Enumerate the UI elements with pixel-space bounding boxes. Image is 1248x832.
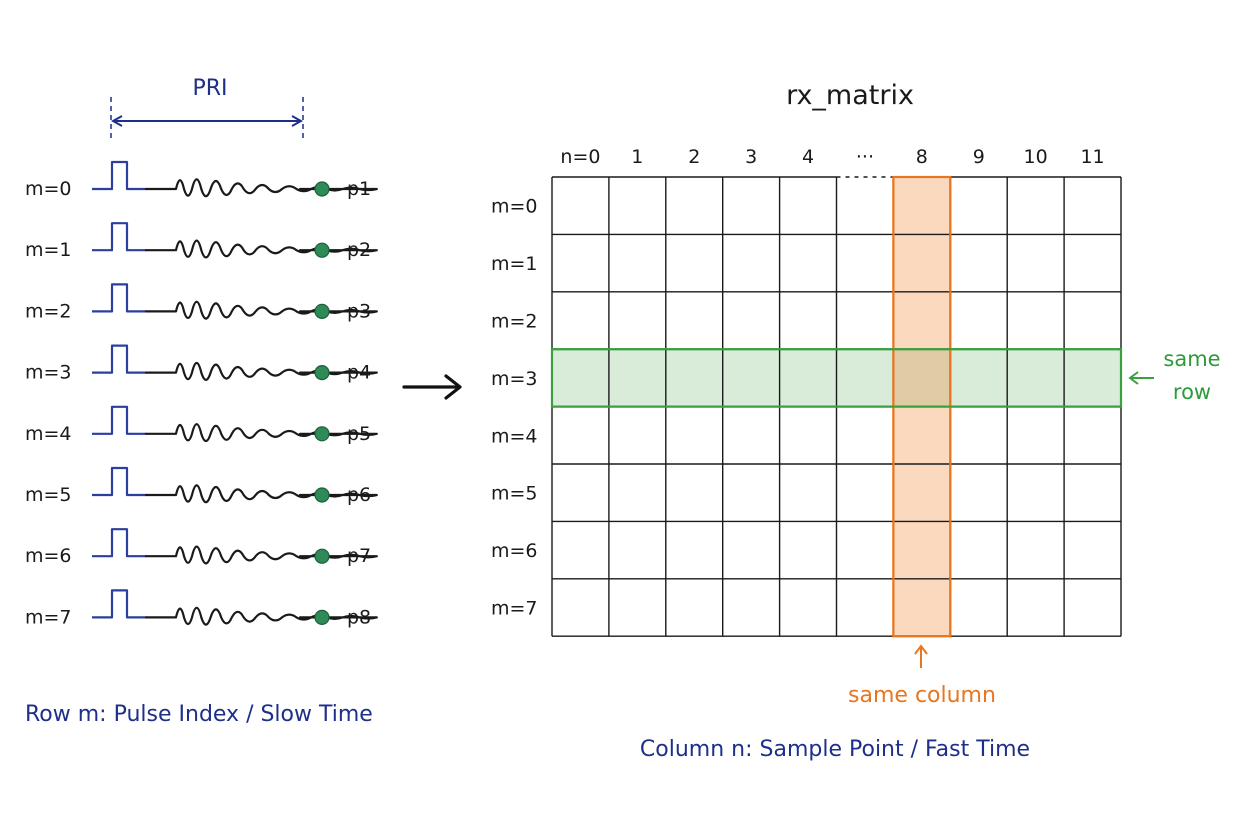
rx-matrix: n=0 1 2 3 4 ··· 8 9 10 11 m=0m=1m=2m=3m=4m=5m=6m=…: [491, 146, 1123, 638]
sample-point-dot: [314, 181, 330, 197]
pulse-row-label: m=1: [25, 239, 72, 261]
echo-waveform: [144, 606, 378, 626]
pulse-train: m=0 p1 m=1 p2 m=2 p3 m=3 p4 m=4 p5 m=5 p6 m=6 p7 m=7 p8: [25, 160, 378, 628]
pulse-row: m=4 p5: [25, 405, 378, 445]
echo-waveform: [144, 300, 378, 320]
same-column-label: same column: [848, 683, 996, 708]
transmit-pulse: [92, 528, 146, 558]
pulse-row: m=5 p6: [25, 466, 378, 506]
sample-point-label: p7: [347, 545, 371, 567]
column-header: 1: [631, 146, 643, 168]
pulse-row-label: m=5: [25, 484, 72, 506]
sample-point-label: p5: [347, 423, 371, 445]
transmit-pulse: [92, 466, 146, 497]
row-header: m=5: [491, 483, 538, 505]
bottom-caption: Column n: Sample Point / Fast Time: [640, 737, 1030, 762]
row-header: m=4: [491, 425, 538, 447]
column-header: 3: [745, 146, 757, 168]
sample-point-dot: [314, 548, 330, 564]
column-header: 2: [688, 146, 700, 168]
echo-waveform: [144, 239, 378, 259]
row-header: m=7: [491, 598, 538, 620]
echo-waveform: [144, 178, 378, 198]
sample-point-dot: [314, 303, 330, 319]
same-row-annotation: same row: [1128, 347, 1221, 404]
column-header: n=0: [560, 146, 600, 168]
pulse-row: m=0 p1: [25, 160, 378, 200]
pulse-row: m=7 p8: [25, 589, 378, 628]
left-caption: Row m: Pulse Index / Slow Time: [25, 702, 373, 727]
transmit-pulse: [92, 344, 146, 374]
row-header: m=0: [491, 196, 538, 218]
pulse-row-label: m=3: [25, 362, 72, 384]
same-row-label-line1: same: [1163, 347, 1220, 371]
sample-point-dot: [314, 609, 330, 626]
sample-point-dot: [314, 487, 330, 503]
pulse-row-label: m=7: [25, 606, 72, 628]
pulse-row: m=2 p3: [25, 283, 378, 322]
row-headers: m=0 m=1 m=2 m=3 m=4 m=5 m=6 m=7: [491, 196, 538, 620]
pulse-row-label: m=2: [25, 300, 72, 322]
row-header: m=2: [491, 311, 538, 333]
sample-point-label: p6: [347, 484, 371, 506]
column-header: 11: [1080, 146, 1104, 168]
transmit-pulse: [92, 283, 146, 313]
pulse-row: m=1 p2: [25, 222, 378, 261]
sample-point-label: p3: [347, 300, 371, 322]
sample-point-label: p4: [347, 362, 371, 384]
sample-point-dot: [314, 365, 330, 381]
same-row-border: [550, 348, 1123, 408]
row-header: m=3: [491, 368, 538, 390]
column-header: 8: [916, 146, 928, 168]
pri-dimension: PRI: [110, 76, 304, 140]
column-header: 4: [802, 146, 814, 168]
echo-waveform: [144, 545, 378, 565]
echo-waveform: [144, 361, 378, 381]
echo-waveform: [144, 423, 378, 443]
transmit-pulse: [92, 160, 146, 191]
sample-point-label: p2: [347, 239, 371, 261]
matrix-title: rx_matrix: [786, 80, 914, 111]
column-headers: n=0 1 2 3 4 ··· 8 9 10 11: [560, 146, 1104, 168]
column-header: ···: [856, 146, 874, 168]
sample-point-dot: [314, 242, 330, 258]
column-header: 10: [1024, 146, 1048, 168]
same-row-label-line2: row: [1173, 380, 1211, 404]
row-header: m=6: [491, 540, 538, 562]
pulse-row: m=6 p7: [25, 528, 378, 567]
transmit-pulse: [92, 589, 146, 619]
transmit-pulse: [92, 222, 146, 252]
transform-arrow: [402, 374, 462, 400]
sample-point-label: p8: [347, 606, 371, 628]
pri-label: PRI: [192, 76, 227, 101]
pulse-row-label: m=0: [25, 178, 72, 200]
sample-point-label: p1: [347, 178, 371, 200]
transmit-pulse: [92, 405, 146, 435]
pulse-row-label: m=6: [25, 545, 72, 567]
echo-waveform: [144, 484, 378, 504]
pulse-row: m=3 p4: [25, 344, 378, 384]
sample-point-dot: [314, 426, 330, 442]
column-header: 9: [973, 146, 985, 168]
row-header: m=1: [491, 253, 538, 275]
same-column-annotation: same column: [848, 644, 996, 708]
pulse-row-label: m=4: [25, 423, 72, 445]
